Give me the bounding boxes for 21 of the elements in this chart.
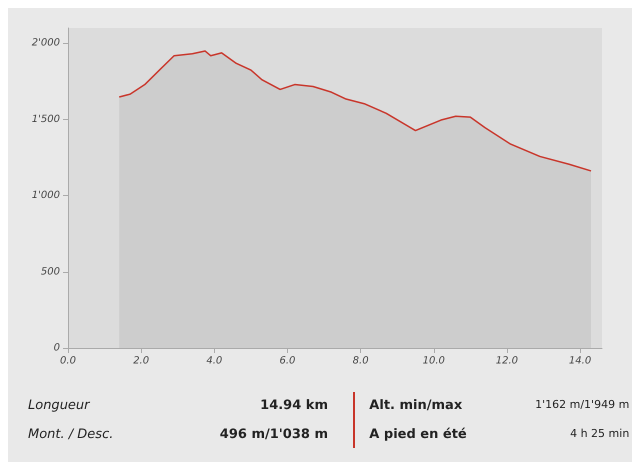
x-tick-label: 2.0 xyxy=(133,356,150,366)
text: Mont. / Desc. xyxy=(28,427,114,442)
text: 4 h 25 min xyxy=(569,427,630,442)
text: Alt. min/max xyxy=(369,398,464,413)
text: Longueur xyxy=(28,398,91,413)
y-tick-label: 2'000 xyxy=(32,38,60,49)
y-tick-label: 500 xyxy=(40,266,60,278)
text: A pied en été xyxy=(369,427,468,442)
text: 496 m/1'038 m xyxy=(218,427,328,442)
y-tick-label: 1'000 xyxy=(32,190,60,202)
text: 14.94 km xyxy=(259,398,328,413)
x-tick-label: 12.0 xyxy=(496,356,518,366)
x-tick-label: 8.0 xyxy=(352,356,369,366)
x-tick-label: 6.0 xyxy=(280,356,296,366)
x-tick-label: 0.0 xyxy=(60,356,76,366)
x-tick-label: 4.0 xyxy=(206,356,222,366)
text: 1'162 m/1'949 m xyxy=(534,398,630,413)
x-tick-label: 14.0 xyxy=(568,356,592,366)
x-tick-label: 10.0 xyxy=(422,356,445,366)
y-tick-label: 1'500 xyxy=(32,114,60,125)
y-tick-label: 0 xyxy=(54,342,60,354)
